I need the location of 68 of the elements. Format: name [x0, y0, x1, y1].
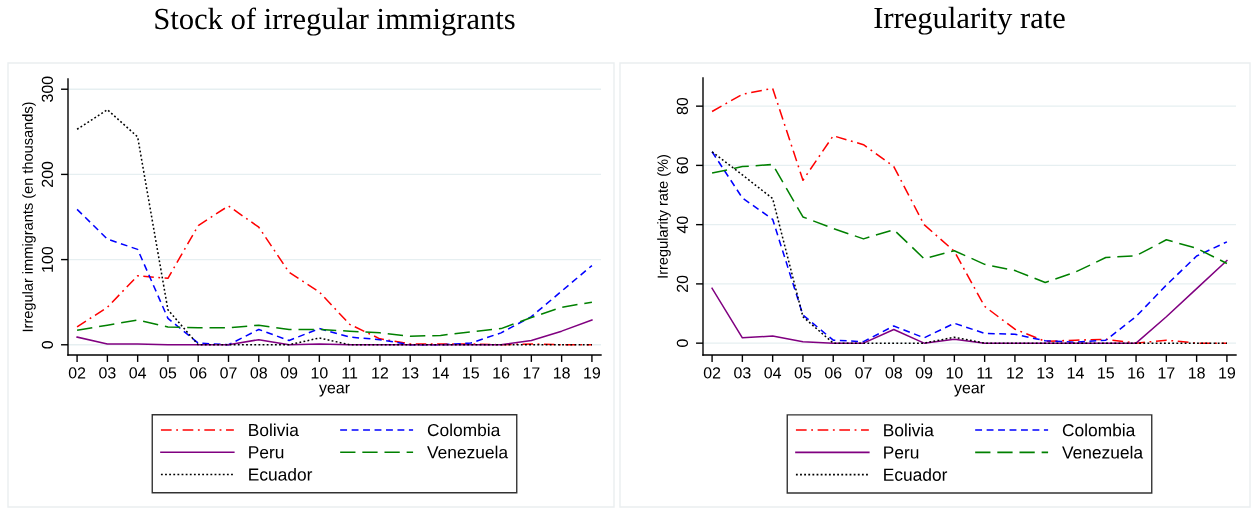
line-series: [711, 259, 1228, 344]
x-tick-label: 08: [250, 367, 267, 379]
x-tick-label: 11: [342, 367, 358, 379]
x-tick-label: 12: [372, 367, 389, 379]
chart-title: Stock of irregular immigrants: [155, 7, 515, 36]
y-axis-title: Irregular immigrants (en thousands): [22, 102, 36, 332]
x-tick-label: 14: [1067, 367, 1084, 379]
x-tick-label: 02: [703, 367, 721, 379]
line-series: [711, 151, 1228, 344]
y-tick-label: 300: [41, 76, 54, 102]
x-tick-label: 19: [584, 367, 601, 379]
x-tick-label: 13: [402, 367, 419, 379]
x-tick-label: 17: [1158, 367, 1175, 379]
x-tick-label: 14: [432, 367, 449, 379]
x-tick-label: 03: [734, 367, 751, 379]
legend-label: Colombia: [427, 423, 501, 437]
line-series: [711, 87, 1228, 344]
x-tick-label: 10: [946, 367, 963, 379]
x-tick-label: 09: [280, 367, 298, 379]
legend-label: Venezuela: [1062, 445, 1144, 459]
y-tick-label: 20: [676, 275, 689, 292]
x-tick-label: 08: [885, 367, 902, 379]
y-tick-label: 100: [41, 246, 54, 272]
x-tick-label: 10: [311, 367, 328, 379]
y-tick-label: 80: [676, 97, 689, 115]
x-axis-title: year: [319, 384, 350, 397]
line-series: [76, 319, 593, 346]
y-tick-label: 60: [676, 157, 689, 174]
legend-label: Venezuela: [427, 445, 509, 459]
legend-label: Bolivia: [884, 423, 934, 437]
x-tick-label: 15: [1098, 367, 1114, 379]
x-tick-label: 19: [1219, 367, 1236, 379]
x-tick-label: 06: [824, 367, 842, 379]
x-tick-label: 04: [129, 367, 147, 379]
legend-label: Bolivia: [249, 423, 299, 437]
x-tick-label: 18: [553, 367, 570, 379]
x-tick-label: 11: [977, 367, 993, 379]
y-tick-label: 0: [41, 340, 54, 349]
chart-title: Irregularity rate: [874, 6, 1065, 35]
x-tick-label: 07: [855, 367, 872, 379]
legend-label: Ecuador: [884, 468, 948, 481]
x-tick-label: 17: [523, 367, 540, 379]
x-tick-label: 15: [463, 367, 479, 379]
x-tick-label: 02: [68, 367, 86, 379]
x-axis-title: year: [954, 384, 985, 397]
line-series: [76, 108, 593, 346]
legend-label: Colombia: [1062, 423, 1136, 437]
legend-label: Peru: [249, 446, 284, 459]
x-tick-label: 04: [764, 367, 782, 379]
y-tick-label: 40: [676, 216, 689, 234]
x-tick-label: 05: [159, 367, 177, 379]
x-tick-label: 18: [1188, 367, 1205, 379]
legend-label: Ecuador: [249, 467, 313, 481]
line-series: [76, 301, 593, 338]
line-series: [711, 163, 1228, 284]
y-tick-label: 200: [41, 161, 54, 187]
x-tick-label: 16: [1128, 367, 1145, 379]
x-tick-label: 05: [794, 367, 812, 379]
legend-label: Peru: [884, 446, 919, 459]
x-tick-label: 06: [189, 367, 207, 379]
y-axis-title: Irregularity rate (%): [657, 155, 671, 278]
x-tick-label: 09: [915, 367, 933, 379]
y-tick-label: 0: [676, 339, 689, 347]
x-tick-label: 03: [99, 367, 116, 379]
x-tick-label: 16: [493, 367, 510, 379]
x-tick-label: 12: [1007, 367, 1024, 379]
x-tick-label: 07: [220, 367, 237, 379]
x-tick-label: 13: [1037, 367, 1054, 379]
